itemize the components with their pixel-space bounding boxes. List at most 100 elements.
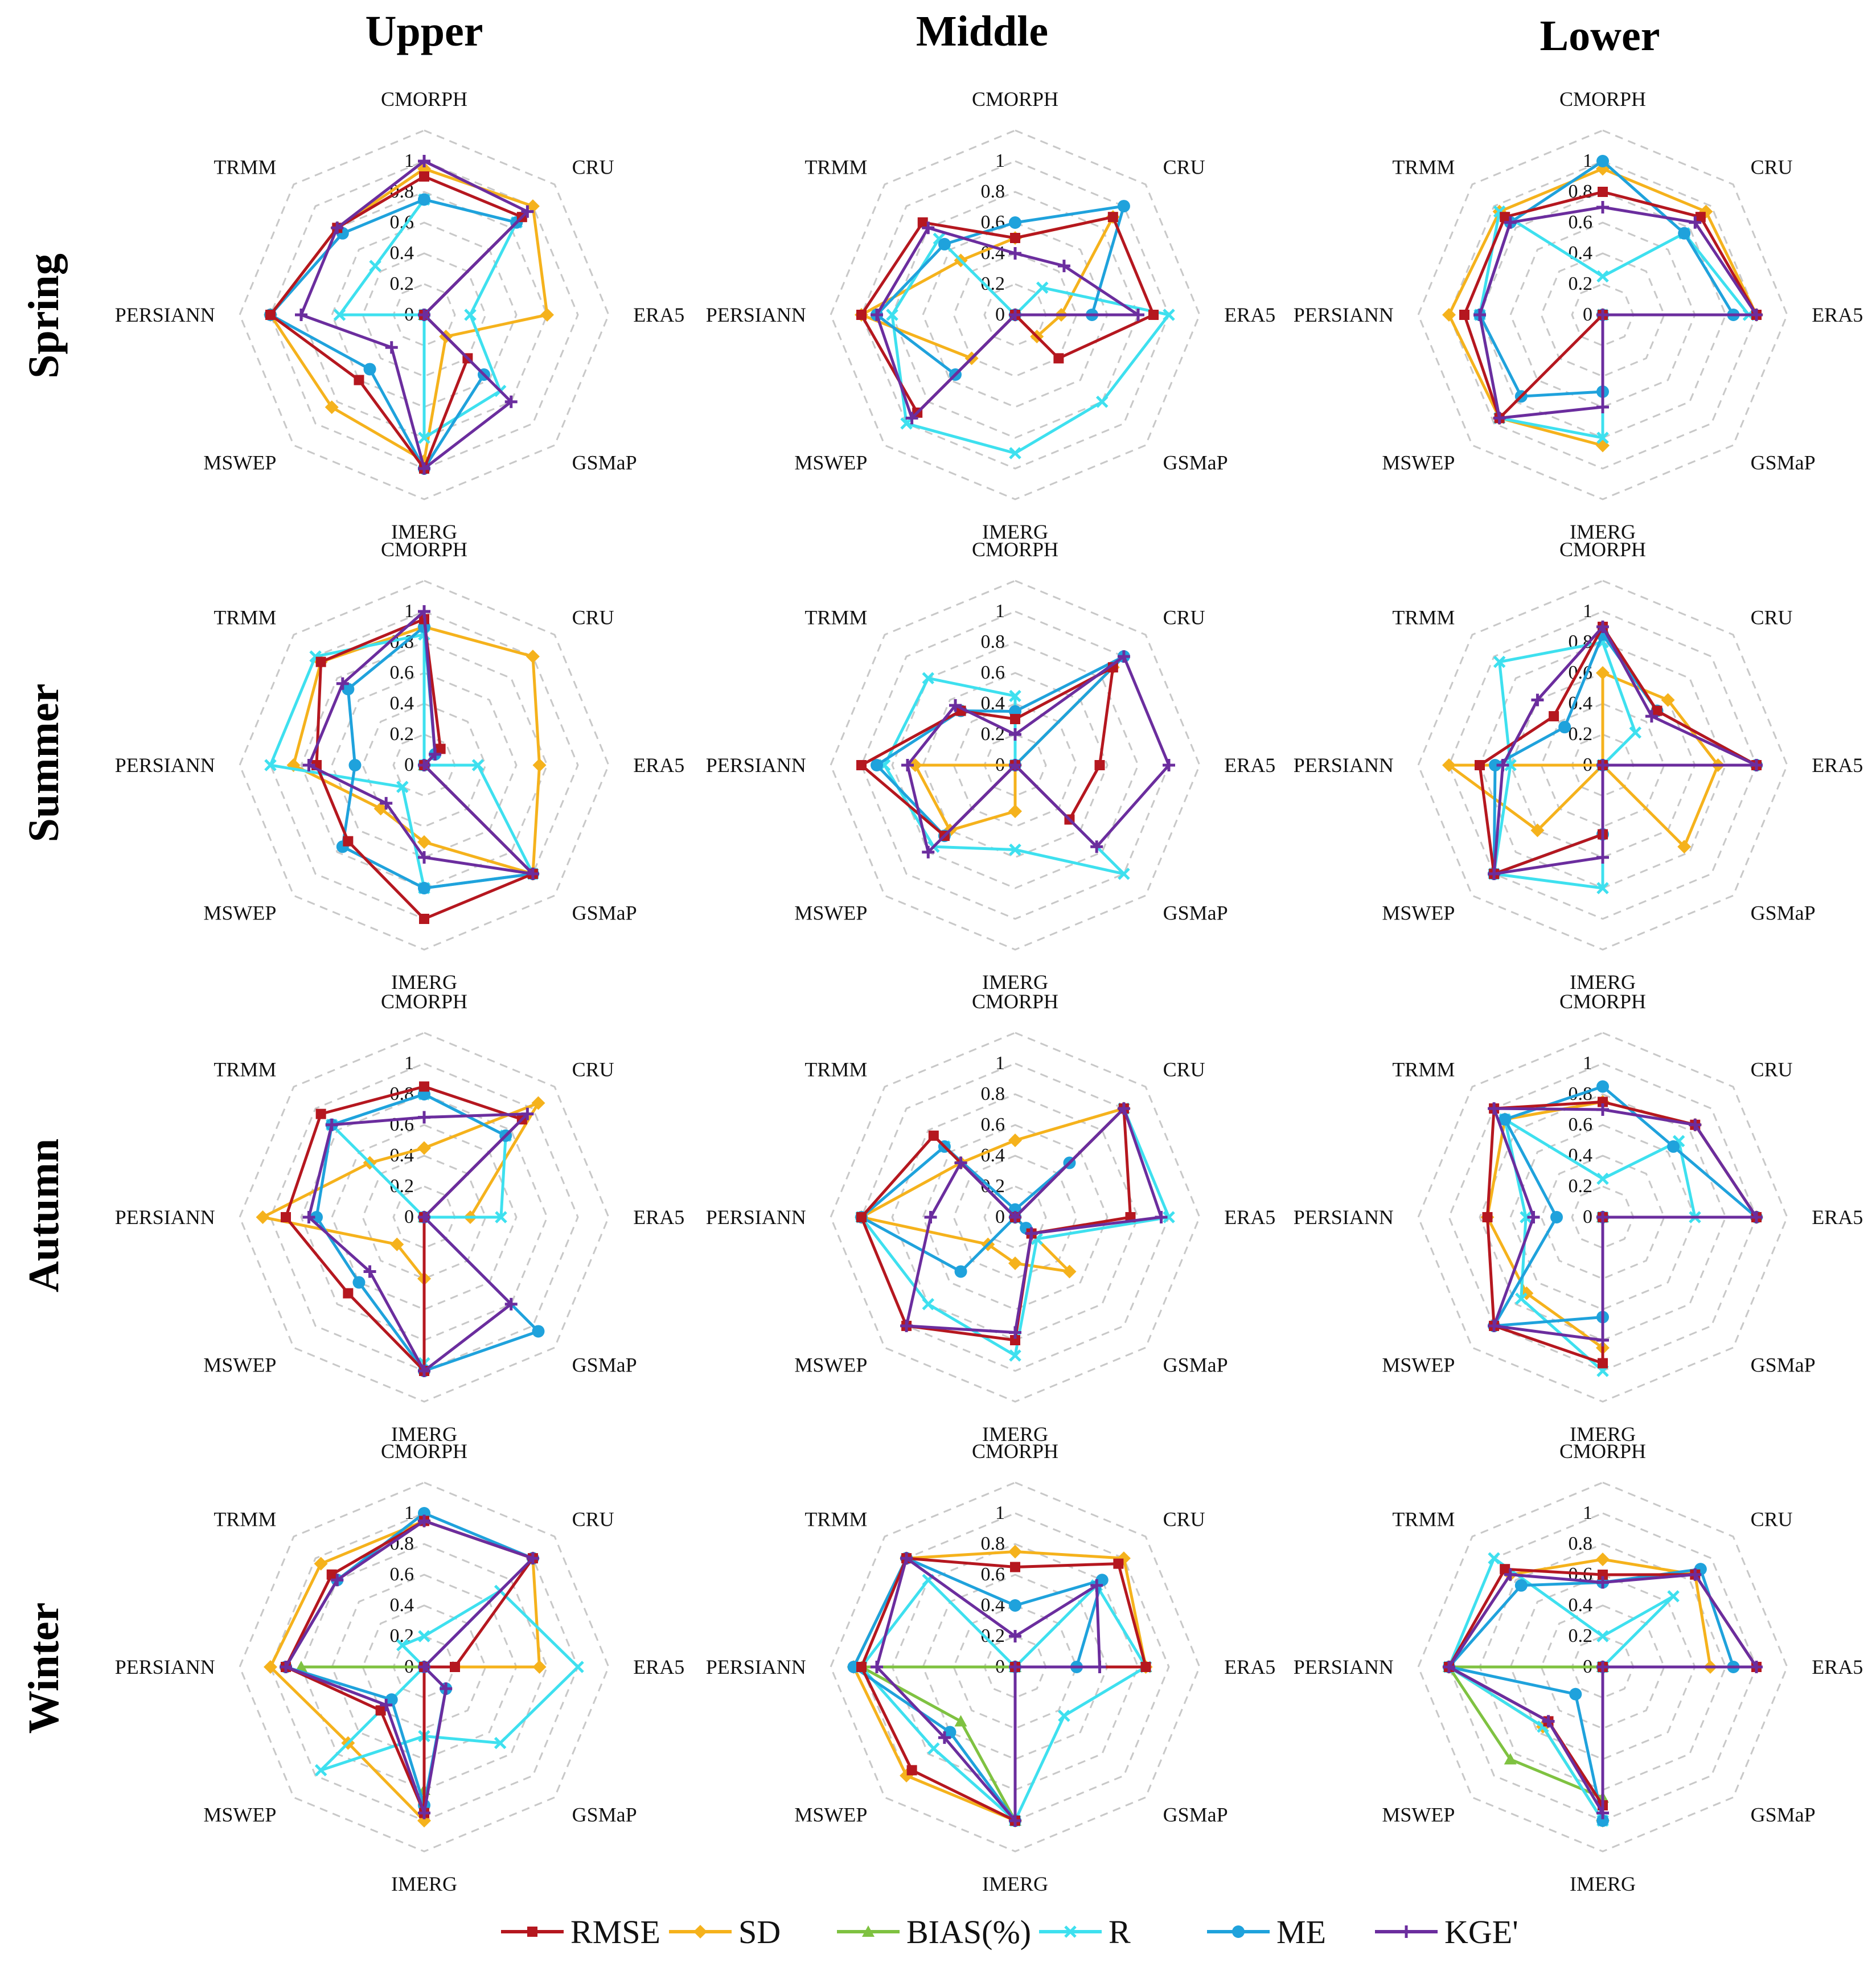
point-r-imerg bbox=[1009, 447, 1021, 459]
grid-ring bbox=[830, 129, 1201, 500]
point-kge-imerg bbox=[1596, 1806, 1609, 1820]
point-rmse-imerg bbox=[419, 914, 429, 924]
point-kge-persiann bbox=[295, 309, 307, 321]
point-r-mswep bbox=[922, 1297, 935, 1311]
point-rmse-mswep bbox=[906, 1765, 917, 1776]
point-kge-gsmap bbox=[1596, 309, 1609, 321]
series-line-r bbox=[1447, 1557, 1675, 1822]
radar-summer-upper: 00.20.40.60.81CMORPHCRUERA5GSMaPIMERGMSW… bbox=[115, 538, 684, 993]
legend-marker-r bbox=[1064, 1925, 1077, 1938]
point-sd-cmorph bbox=[1596, 666, 1610, 680]
axis-label-cmorph: CMORPH bbox=[972, 990, 1058, 1013]
grid-ring bbox=[1417, 129, 1788, 500]
legend-item-kge: KGE' bbox=[1375, 1913, 1518, 1950]
point-sd-imerg bbox=[1008, 804, 1022, 818]
point-r-era5 bbox=[1163, 1211, 1175, 1223]
radial-tick-label: 1 bbox=[995, 1053, 1005, 1074]
radial-tick-label: 1 bbox=[995, 150, 1005, 171]
axis-label-gsmap: GSMaP bbox=[572, 902, 637, 925]
series-line-kge bbox=[1492, 1107, 1758, 1342]
point-kge-gsmap bbox=[504, 395, 518, 408]
point-kge-gsmap bbox=[1090, 840, 1103, 853]
axis-label-cru: CRU bbox=[1163, 1508, 1205, 1530]
point-me-trmm bbox=[1514, 1579, 1528, 1592]
series-kge bbox=[1488, 1102, 1763, 1346]
series-r bbox=[1443, 1552, 1680, 1827]
point-kge-cru bbox=[521, 1107, 534, 1120]
radial-tick-label: 1 bbox=[404, 601, 414, 622]
point-r-era5 bbox=[1163, 309, 1175, 321]
point-kge-mswep bbox=[900, 1319, 913, 1332]
point-me-persiann bbox=[1550, 1211, 1563, 1223]
series-line-me bbox=[860, 1145, 1071, 1273]
point-kge-mswep bbox=[905, 412, 918, 425]
point-kge-cmorph bbox=[1596, 201, 1609, 213]
axis-label-mswep: MSWEP bbox=[1382, 1804, 1455, 1826]
point-rmse-trmm bbox=[1549, 711, 1559, 722]
point-kge-imerg bbox=[418, 851, 430, 864]
point-kge-imerg bbox=[1596, 851, 1609, 864]
radial-tick-label: 0.8 bbox=[981, 1083, 1005, 1104]
axis-label-cru: CRU bbox=[1751, 1058, 1793, 1081]
axis-label-era5: ERA5 bbox=[1224, 303, 1275, 326]
point-r-cru bbox=[1667, 1590, 1680, 1603]
radar-autumn-upper: 00.20.40.60.81CMORPHCRUERA5GSMaPIMERGMSW… bbox=[115, 990, 684, 1445]
radar-spring-lower: 00.20.40.60.81CMORPHCRUERA5GSMaPIMERGMSW… bbox=[1294, 88, 1863, 543]
radial-tick-label: 0.8 bbox=[1569, 1533, 1593, 1554]
legend-item-me: ME bbox=[1207, 1913, 1326, 1950]
point-rmse-trmm bbox=[315, 656, 326, 667]
radial-tick-label: 1 bbox=[995, 1502, 1005, 1523]
grid-ring bbox=[239, 1032, 610, 1403]
point-sd-cmorph bbox=[1008, 1134, 1022, 1147]
point-rmse-mswep bbox=[343, 1288, 354, 1299]
point-me-imerg bbox=[418, 882, 430, 894]
point-r-mswep bbox=[314, 1764, 327, 1777]
point-me-mswep bbox=[943, 1726, 957, 1739]
radial-tick-label: 0.2 bbox=[1569, 724, 1593, 745]
legend-marker-rmse bbox=[527, 1927, 537, 1937]
axis-label-persiann: PERSIANN bbox=[706, 1206, 806, 1229]
axis-label-gsmap: GSMaP bbox=[1751, 1804, 1816, 1826]
point-rmse-persiann bbox=[856, 310, 867, 320]
point-rmse-trmm bbox=[326, 1569, 337, 1580]
point-rmse-trmm bbox=[917, 217, 928, 228]
axis-label-cmorph: CMORPH bbox=[972, 1440, 1058, 1463]
axis-label-trmm: TRMM bbox=[804, 1058, 867, 1081]
grid-ring bbox=[1509, 672, 1696, 859]
point-kge-persiann bbox=[871, 1661, 883, 1673]
point-rmse-cmorph bbox=[1010, 714, 1020, 724]
radial-tick-label: 0.2 bbox=[1569, 1625, 1593, 1646]
legend-item-rmse: RMSE bbox=[501, 1913, 660, 1950]
point-kge-cmorph bbox=[1009, 1630, 1021, 1642]
grid-ring bbox=[1571, 733, 1635, 797]
axis-label-cmorph: CMORPH bbox=[381, 1440, 467, 1463]
axis-label-imerg: IMERG bbox=[982, 520, 1048, 543]
point-kge-era5 bbox=[1163, 759, 1175, 771]
point-me-cru bbox=[1117, 200, 1130, 213]
row-header-autumn: Autumn bbox=[20, 1139, 68, 1292]
series-line-r bbox=[890, 237, 1171, 455]
point-r-trmm bbox=[396, 1639, 409, 1652]
point-rmse-trmm bbox=[1500, 212, 1510, 223]
point-r-era5 bbox=[572, 1661, 584, 1673]
point-me-trmm bbox=[1558, 721, 1571, 734]
axis-label-gsmap: GSMaP bbox=[1163, 451, 1228, 474]
point-kge-mswep bbox=[380, 796, 393, 810]
axis-label-trmm: TRMM bbox=[214, 1508, 276, 1530]
radial-tick-label: 0.2 bbox=[1569, 1176, 1593, 1197]
series-kge bbox=[1488, 621, 1763, 880]
axis-label-trmm: TRMM bbox=[214, 155, 276, 178]
point-rmse-cru bbox=[435, 744, 446, 754]
axis-label-mswep: MSWEP bbox=[203, 451, 276, 474]
point-rmse-cmorph bbox=[1010, 233, 1020, 243]
point-r-mswep bbox=[1515, 1292, 1528, 1305]
point-rmse-trmm bbox=[1500, 1564, 1510, 1575]
point-r-persiann bbox=[333, 309, 346, 321]
point-r-cmorph bbox=[1596, 270, 1609, 283]
column-header-middle: Middle bbox=[916, 7, 1048, 55]
point-kge-persiann bbox=[871, 309, 883, 321]
point-me-persiann bbox=[1489, 759, 1501, 771]
axis-label-gsmap: GSMaP bbox=[572, 1354, 637, 1377]
radial-tick-label: 1 bbox=[1583, 601, 1592, 622]
axis-label-gsmap: GSMaP bbox=[1163, 902, 1228, 925]
